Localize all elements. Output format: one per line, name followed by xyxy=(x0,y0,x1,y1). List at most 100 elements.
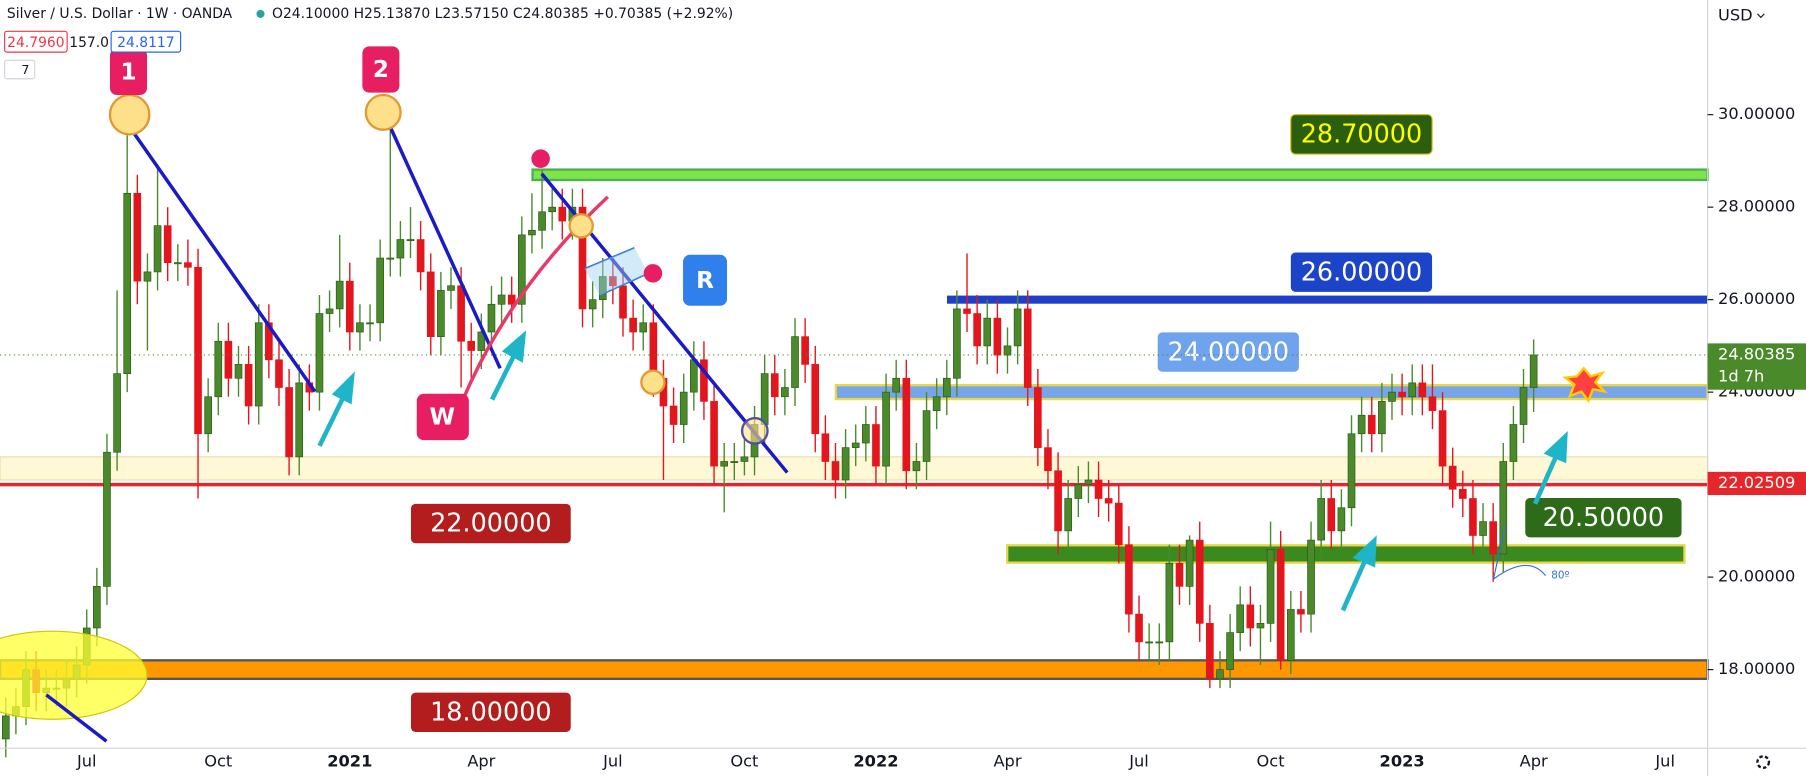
candle-body xyxy=(1509,424,1518,462)
trend-line xyxy=(45,693,108,743)
candle-body xyxy=(467,340,476,351)
candle-body xyxy=(760,373,769,425)
candle-body xyxy=(416,239,425,273)
x-tick-label: Jul xyxy=(76,752,97,771)
candle-body xyxy=(690,359,698,393)
candle-body xyxy=(1367,414,1376,435)
candle-body xyxy=(366,322,374,325)
level-label-box xyxy=(1290,252,1433,292)
candle-body xyxy=(851,442,860,448)
flag-channel xyxy=(584,247,649,297)
candle-body xyxy=(1286,609,1295,661)
candle-body xyxy=(781,387,789,398)
level-label: 22.00000 xyxy=(430,509,552,539)
candle-body xyxy=(153,225,162,273)
candle-body xyxy=(1378,401,1386,435)
highlight-ellipse xyxy=(0,630,148,720)
candle-body xyxy=(619,285,627,319)
settings-icon[interactable] xyxy=(1756,755,1771,770)
marker-circle xyxy=(108,93,151,136)
candle-body xyxy=(1499,461,1508,555)
sell-price[interactable]: 24.7960 xyxy=(7,35,64,51)
marker-circle xyxy=(640,369,666,395)
caret xyxy=(1756,13,1765,19)
label-box xyxy=(109,48,148,95)
candle-body xyxy=(356,322,364,333)
candle-body xyxy=(1145,641,1153,644)
candle-body xyxy=(1064,498,1073,532)
buy-button[interactable] xyxy=(110,30,182,53)
level-line xyxy=(0,659,1709,681)
candles xyxy=(0,110,1708,758)
candle-body xyxy=(325,308,334,314)
candle-body xyxy=(1084,479,1093,485)
candle-body xyxy=(862,424,870,444)
candle-body xyxy=(103,451,111,587)
x-tick-label: 2021 xyxy=(327,752,372,771)
indicators-toggle[interactable] xyxy=(4,59,36,80)
level-label-box xyxy=(1525,498,1682,538)
buy-price[interactable]: 24.8117 xyxy=(117,35,174,51)
candle-body xyxy=(841,447,850,481)
candle-body xyxy=(1297,609,1305,615)
candle-body xyxy=(1438,410,1447,467)
annotation: 1 xyxy=(120,59,136,85)
candle-body xyxy=(993,317,1002,356)
candle-body xyxy=(1195,539,1204,624)
candle-body xyxy=(1155,641,1164,644)
candle-body xyxy=(224,340,233,379)
candle-body xyxy=(93,586,101,629)
candle-body xyxy=(1388,391,1396,402)
candle-body xyxy=(1236,604,1245,633)
sell-button[interactable] xyxy=(4,30,68,53)
x-tick-label: Oct xyxy=(730,752,758,771)
level-line xyxy=(531,168,1709,182)
candle-body xyxy=(730,461,739,464)
candle-body xyxy=(679,391,688,425)
candle-body xyxy=(1175,562,1184,587)
candle-body xyxy=(1337,507,1346,532)
price-tag-label: 22.02509 xyxy=(1718,473,1795,492)
candle-body xyxy=(1104,498,1113,504)
candle-body xyxy=(406,239,415,242)
candle-body xyxy=(1125,544,1133,615)
candle-body xyxy=(194,266,202,435)
candle-body xyxy=(831,461,840,481)
candle-body xyxy=(335,280,344,310)
spread: 157.0 xyxy=(69,35,109,51)
candle-body xyxy=(234,364,243,379)
candle-body xyxy=(1448,465,1457,490)
level-label: 26.00000 xyxy=(1301,257,1423,287)
x-tick-label: Jul xyxy=(602,752,623,771)
candle-body xyxy=(578,206,587,310)
candle-body xyxy=(1003,345,1012,356)
x-tick-label: 2022 xyxy=(853,752,898,771)
candle-body xyxy=(609,276,617,287)
candle-body xyxy=(821,433,830,462)
candle-body xyxy=(1418,382,1427,398)
x-tick-label: Jul xyxy=(1654,752,1675,771)
ohlc: O24.10000 H25.13870 L23.57150 C24.80385 … xyxy=(272,6,733,22)
level-label: 18.00000 xyxy=(430,697,552,727)
candle-body xyxy=(1185,539,1194,587)
y-tick-label: 20.00000 xyxy=(1718,567,1795,586)
candle-body xyxy=(770,373,779,398)
level-label: 20.50000 xyxy=(1543,503,1665,533)
x-tick-label: Apr xyxy=(467,752,495,771)
candle-body xyxy=(315,313,324,393)
x-tick-label: Apr xyxy=(1520,752,1548,771)
candle-body xyxy=(1479,521,1487,536)
candle-body xyxy=(629,317,637,333)
candle-body xyxy=(902,377,911,472)
drawings: 1 2 W R 80º xyxy=(0,46,1609,743)
candle-body xyxy=(598,276,607,300)
candle-body xyxy=(487,303,496,333)
indicators-count[interactable]: 7 xyxy=(21,63,29,78)
trend-line xyxy=(380,108,502,370)
candle-body xyxy=(1327,498,1336,532)
candle-body xyxy=(1034,387,1042,448)
candle-body xyxy=(1023,308,1032,388)
candle-body xyxy=(1246,604,1255,629)
currency[interactable]: USD xyxy=(1718,6,1753,25)
angle xyxy=(1492,526,1546,580)
